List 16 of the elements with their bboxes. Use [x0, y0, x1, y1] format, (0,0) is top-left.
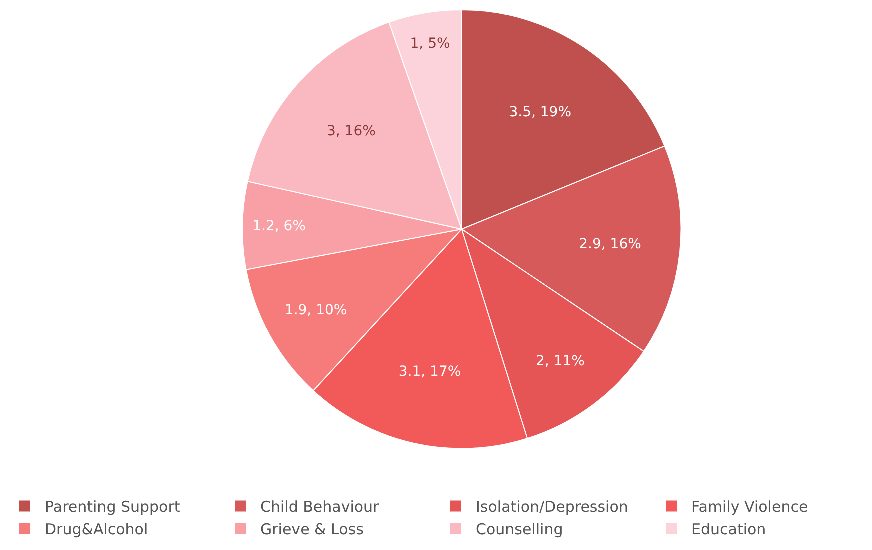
data-label: 3.5, 19%	[509, 104, 572, 120]
legend-label: Family Violence	[692, 498, 808, 516]
legend-label: Grieve & Loss	[260, 520, 364, 539]
legend-label: Drug&Alcohol	[45, 520, 148, 539]
data-label: 2, 11%	[536, 353, 585, 370]
data-label: 3.1, 17%	[398, 364, 462, 380]
legend-label: Isolation/Depression	[476, 498, 628, 516]
data-label: 1.9, 10%	[284, 302, 348, 318]
legend-label: Counselling	[476, 520, 564, 539]
legend-label: Education	[692, 520, 766, 539]
data-label: 2.9, 16%	[579, 236, 642, 252]
legend-label: Child Behaviour	[260, 498, 380, 516]
data-label: 1, 5%	[410, 36, 450, 52]
legend-label: Parenting Support	[45, 498, 180, 516]
data-label: 3, 16%	[326, 123, 376, 140]
data-label: 1.2, 6%	[252, 218, 306, 234]
